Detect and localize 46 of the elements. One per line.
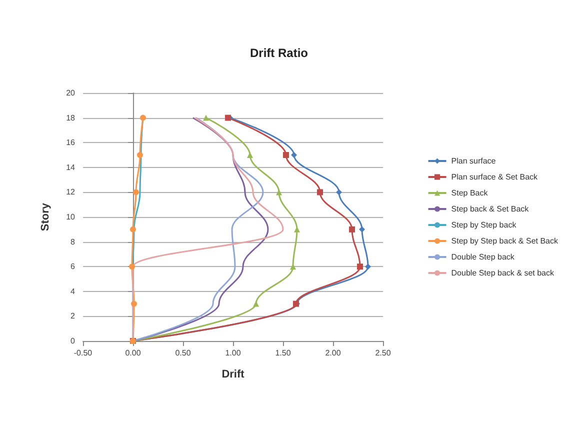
y-tick-label: 0 (70, 336, 76, 346)
x-tick-label: 2.00 (325, 348, 342, 358)
y-tick-label: 14 (66, 162, 76, 172)
point (317, 189, 323, 196)
point (283, 152, 289, 158)
point (253, 300, 259, 307)
point (203, 114, 209, 121)
x-tick-label: 1.50 (275, 348, 292, 358)
legend-label: Step by Step back (451, 220, 518, 230)
y-tick-label: 18 (66, 113, 76, 122)
point (133, 189, 139, 196)
legend-label: Step by Step back & Set Back (451, 236, 559, 246)
legend-label: Plan surface (451, 156, 496, 166)
point (291, 152, 297, 158)
y-tick-label: 12 (66, 188, 76, 197)
x-tick-label: 1.00 (225, 348, 242, 358)
y-tick-label: 20 (66, 88, 76, 98)
legend-label: Plan surface & Set Back (451, 172, 539, 182)
y-tick-label: 10 (66, 212, 76, 222)
y-tick-label: 2 (70, 312, 76, 321)
legend-label: Double Step back & set back (451, 268, 555, 278)
point (276, 189, 282, 196)
point (365, 264, 371, 270)
y-tick-label: 8 (70, 237, 76, 246)
x-axis-title: Drift (222, 368, 245, 380)
point (349, 226, 355, 232)
y-tick-label: 6 (70, 262, 76, 272)
point (336, 189, 342, 196)
legend-label: Step Back (451, 188, 489, 198)
point (357, 264, 363, 270)
legend-label: Double Step back (451, 252, 516, 262)
point (247, 152, 253, 158)
y-tick-label: 4 (70, 286, 76, 296)
point (129, 264, 135, 270)
point (140, 114, 146, 121)
y-tick-label: 16 (66, 138, 76, 148)
x-tick-label: 0.50 (175, 348, 192, 358)
point (137, 152, 143, 158)
legend-label: Step back & Set Back (451, 204, 530, 214)
y-axis-title: Story (40, 202, 52, 232)
x-tick-label: 2.50 (375, 348, 392, 358)
point (130, 226, 136, 232)
x-tick-label: 0.00 (125, 348, 142, 358)
chart-title: Drift Ratio (250, 46, 308, 60)
x-tick-label: -0.50 (74, 348, 93, 358)
point (131, 300, 137, 307)
